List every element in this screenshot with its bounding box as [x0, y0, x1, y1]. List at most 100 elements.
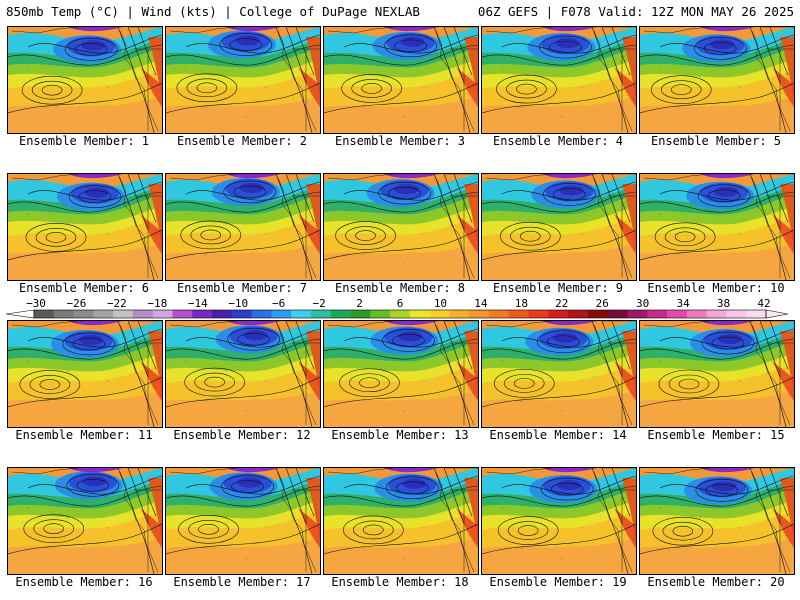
colorbar-swatch: [489, 310, 510, 318]
colorbar-swatch: [528, 310, 549, 318]
colorbar-swatch: [726, 310, 747, 318]
ensemble-member-label: Ensemble Member: 15: [647, 428, 785, 442]
colorbar-swatch: [667, 310, 688, 318]
ensemble-member-map: [639, 320, 795, 428]
ensemble-member-label: Ensemble Member: 5: [650, 134, 782, 148]
map-title: 850mb Temp (°C) | Wind (kts) | College o…: [6, 4, 420, 19]
colorbar-swatch: [73, 310, 94, 318]
ensemble-member-map: [323, 173, 479, 281]
colorbar-swatch: [113, 310, 134, 318]
ensemble-member-map: [481, 467, 637, 575]
colorbar-swatch: [291, 310, 312, 318]
ensemble-member-label: Ensemble Member: 2: [176, 134, 308, 148]
ensemble-member-map: [481, 173, 637, 281]
ensemble-member-map: [7, 467, 163, 575]
colorbar-tick-label: 14: [474, 297, 488, 310]
colorbar-swatch: [469, 310, 490, 318]
colorbar-tick-label: 34: [676, 297, 690, 310]
colorbar-swatch: [350, 310, 371, 318]
colorbar-swatch: [390, 310, 411, 318]
colorbar-swatch: [587, 310, 609, 318]
colorbar-swatch: [508, 310, 529, 318]
ensemble-member-label: Ensemble Member: 18: [331, 575, 469, 589]
colorbar-swatch: [686, 310, 707, 318]
ensemble-member-label: Ensemble Member: 9: [492, 281, 624, 295]
colorbar-swatch: [746, 310, 767, 318]
ensemble-member-map: [639, 26, 795, 134]
colorbar-swatch: [93, 310, 114, 318]
colorbar-swatch: [370, 310, 391, 318]
colorbar-tick-label: −22: [107, 297, 127, 310]
colorbar-swatch: [53, 310, 74, 318]
colorbar-swatch: [172, 310, 193, 318]
colorbar-swatch: [409, 310, 430, 318]
colorbar-swatch: [192, 310, 213, 318]
colorbar-swatch: [607, 310, 628, 318]
colorbar-right-arrow: [765, 309, 789, 319]
colorbar-swatch: [212, 310, 233, 318]
ensemble-member-map: [7, 173, 163, 281]
ensemble-member-label: Ensemble Member: 13: [331, 428, 469, 442]
colorbar-tick-label: 6: [397, 297, 404, 310]
ensemble-member-label: Ensemble Member: 12: [173, 428, 311, 442]
colorbar-tick-label: 22: [555, 297, 568, 310]
ensemble-member-label: Ensemble Member: 6: [18, 281, 150, 295]
colorbar-tick-label: 18: [515, 297, 528, 310]
colorbar-tick-label: 38: [717, 297, 730, 310]
colorbar-swatch: [231, 310, 252, 318]
ensemble-member-label: Ensemble Member: 7: [176, 281, 308, 295]
forecast-valid-time: 06Z GEFS | F078 Valid: 12Z MON MAY 26 20…: [477, 4, 794, 19]
colorbar-swatch: [271, 310, 292, 318]
colorbar-swatch: [310, 310, 332, 318]
temperature-colorbar: −30 −26 −22 −18 −14 −10 −6 −2 2 6 10 14 18 22 26 30 34 38…: [5, 297, 789, 319]
colorbar-swatch: [568, 310, 589, 318]
colorbar-swatch: [429, 310, 450, 318]
ensemble-member-map: [481, 320, 637, 428]
ensemble-member-map: [7, 26, 163, 134]
ensemble-member-map: [165, 467, 321, 575]
colorbar-tick-label: 10: [434, 297, 447, 310]
colorbar-tick-label: −18: [147, 297, 167, 310]
colorbar-swatch: [449, 310, 470, 318]
ensemble-member-label: Ensemble Member: 16: [15, 575, 153, 589]
colorbar-swatch: [152, 310, 173, 318]
colorbar-tick-label: −6: [272, 297, 285, 310]
ensemble-member-map: [481, 26, 637, 134]
ensemble-member-map: [165, 320, 321, 428]
colorbar-tick-label: 42: [757, 297, 770, 310]
colorbar-tick-label: −30: [26, 297, 46, 310]
ensemble-member-map: [323, 320, 479, 428]
ensemble-member-map: [639, 467, 795, 575]
ensemble-member-map: [165, 173, 321, 281]
colorbar-swatch: [251, 310, 272, 318]
colorbar-swatch: [706, 310, 727, 318]
colorbar-swatch: [34, 310, 55, 318]
ensemble-member-map: [7, 320, 163, 428]
ensemble-member-map: [165, 26, 321, 134]
colorbar-tick-label: 2: [356, 297, 363, 310]
ensemble-member-label: Ensemble Member: 14: [489, 428, 627, 442]
colorbar-tick-label: −14: [188, 297, 208, 310]
ensemble-member-label: Ensemble Member: 17: [173, 575, 311, 589]
colorbar-swatch: [330, 310, 351, 318]
colorbar-tick-label: −10: [228, 297, 248, 310]
ensemble-member-label: Ensemble Member: 11: [15, 428, 153, 442]
colorbar-swatch: [627, 310, 648, 318]
colorbar-swatch: [647, 310, 668, 318]
ensemble-member-label: Ensemble Member: 19: [489, 575, 627, 589]
colorbar-swatch: [132, 310, 154, 318]
ensemble-member-map: [323, 26, 479, 134]
ensemble-member-label: Ensemble Member: 8: [334, 281, 466, 295]
colorbar-left-arrow: [5, 309, 35, 319]
colorbar-swatch: [548, 310, 569, 318]
ensemble-member-map: [323, 467, 479, 575]
ensemble-member-label: Ensemble Member: 1: [18, 134, 150, 148]
colorbar-tick-label: 30: [636, 297, 649, 310]
ensemble-member-map: [639, 173, 795, 281]
colorbar-tick-label: 26: [596, 297, 609, 310]
ensemble-member-label: Ensemble Member: 10: [647, 281, 785, 295]
ensemble-member-label: Ensemble Member: 20: [647, 575, 785, 589]
colorbar-tick-label: −2: [312, 297, 325, 310]
colorbar-tick-label: −26: [67, 297, 87, 310]
ensemble-member-label: Ensemble Member: 4: [492, 134, 624, 148]
